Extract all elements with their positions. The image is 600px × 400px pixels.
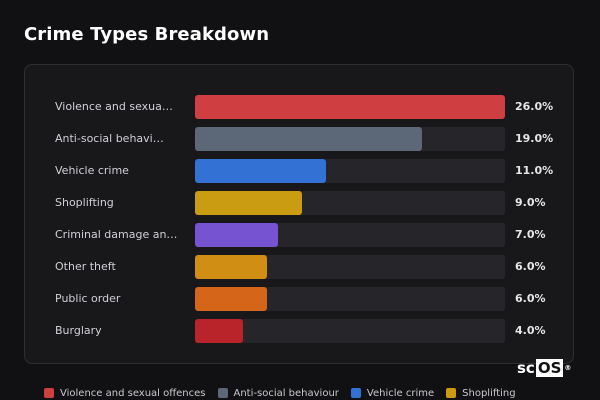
watermark-logo: sc OS ® (517, 358, 571, 378)
legend-swatch (350, 388, 361, 398)
bar-value-label: 11.0% (515, 164, 554, 177)
bar-value-label: 26.0% (515, 100, 554, 113)
watermark-registered-mark: ® (564, 364, 572, 372)
bar-category-label: Violence and sexua… (55, 100, 173, 113)
chart-panel: Violence and sexua… 26.0% Anti-social beha… (24, 64, 574, 364)
legend-item: Anti-social behaviour (217, 386, 339, 400)
bar-track (195, 127, 505, 151)
bar (195, 191, 302, 215)
bar-row: Shoplifting 9.0% (25, 191, 575, 215)
chart-title: Crime Types Breakdown (24, 24, 270, 45)
bar-track (195, 255, 505, 279)
bar-track (195, 159, 505, 183)
bar (195, 159, 326, 183)
legend-label: Violence and sexual offences (60, 387, 206, 399)
bar-row: Violence and sexua… 26.0% (25, 95, 575, 119)
legend-label: Vehicle crime (366, 387, 435, 399)
legend-item: Vehicle crime (350, 386, 435, 400)
bar-category-label: Vehicle crime (55, 164, 129, 177)
bar-track (195, 95, 505, 119)
bar-value-label: 6.0% (515, 260, 546, 273)
bar-row: Burglary 4.0% (25, 319, 575, 343)
legend-item: Shoplifting (446, 386, 516, 400)
bar-value-label: 6.0% (515, 292, 546, 305)
bar (195, 319, 243, 343)
watermark-prefix: sc (517, 359, 535, 377)
legend-swatch (217, 388, 228, 398)
bar-track (195, 287, 505, 311)
bar-row: Other theft 6.0% (25, 255, 575, 279)
bar (195, 223, 278, 247)
bar-row: Anti-social behavi… 19.0% (25, 127, 575, 151)
bar-category-label: Public order (55, 292, 121, 305)
watermark-boxed: OS (535, 359, 564, 377)
bar-category-label: Shoplifting (55, 196, 114, 209)
bar-value-label: 19.0% (515, 132, 554, 145)
legend-label: Anti-social behaviour (233, 387, 339, 399)
bar-row: Public order 6.0% (25, 287, 575, 311)
bar-category-label: Other theft (55, 260, 116, 273)
bar-value-label: 7.0% (515, 228, 546, 241)
bar-row: Vehicle crime 11.0% (25, 159, 575, 183)
legend-label: Shoplifting (462, 387, 516, 399)
legend-swatch (446, 388, 457, 398)
chart-legend: Violence and sexual offences Anti-social … (44, 386, 516, 400)
bar-value-label: 9.0% (515, 196, 546, 209)
bar (195, 127, 422, 151)
bar-category-label: Burglary (55, 324, 102, 337)
bar-category-label: Criminal damage an… (55, 228, 178, 241)
bar (195, 95, 505, 119)
legend-item: Violence and sexual offences (44, 386, 206, 400)
bar-value-label: 4.0% (515, 324, 546, 337)
bar-track (195, 191, 505, 215)
bar-track (195, 319, 505, 343)
bar-row: Criminal damage an… 7.0% (25, 223, 575, 247)
bar-track (195, 223, 505, 247)
bar-category-label: Anti-social behavi… (55, 132, 164, 145)
bar (195, 287, 267, 311)
bar (195, 255, 267, 279)
legend-swatch (44, 388, 54, 398)
